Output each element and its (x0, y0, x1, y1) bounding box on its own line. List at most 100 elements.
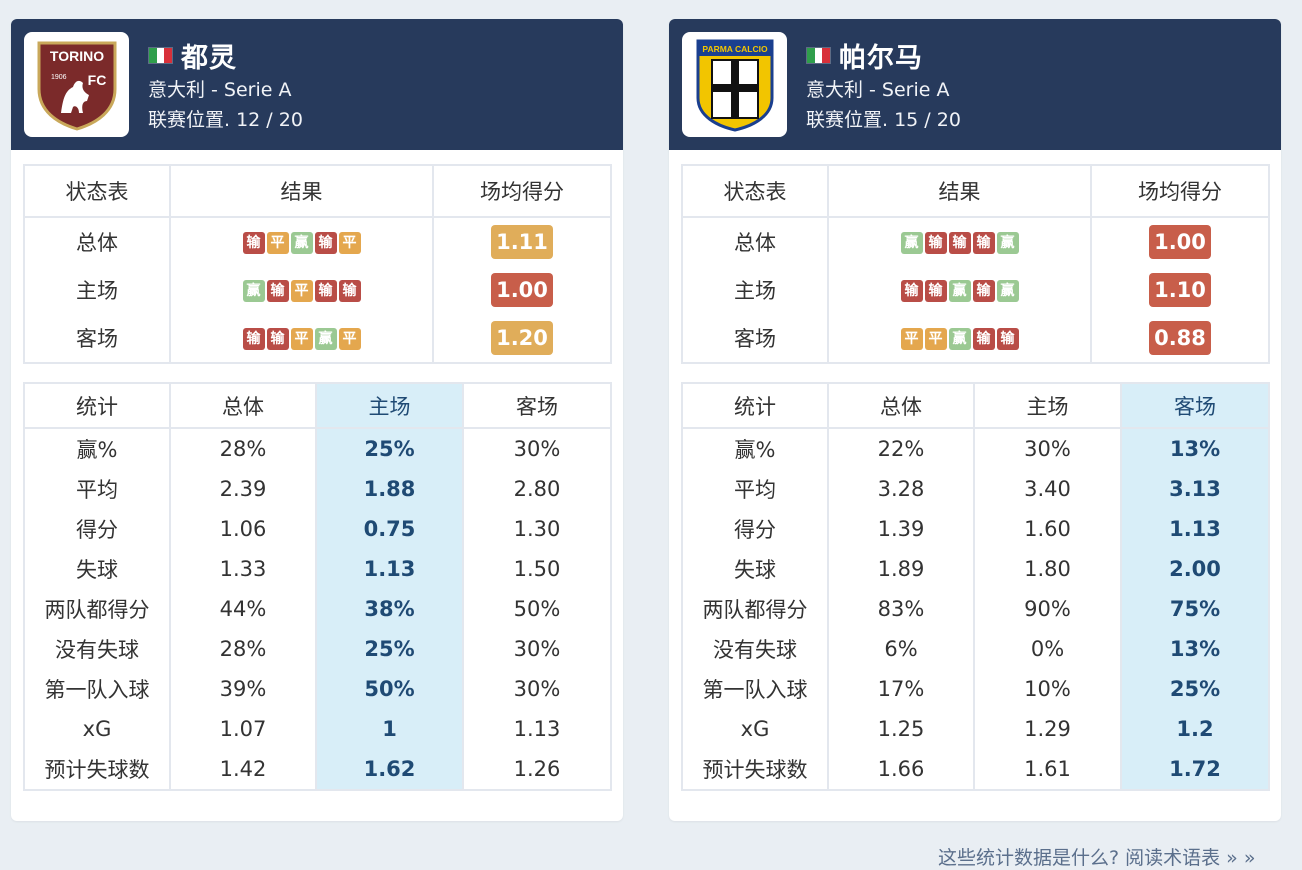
stat-overall-value: 1.39 (827, 509, 975, 549)
result-badge[interactable]: 输 (242, 232, 265, 254)
team-header: TORINO FC 1906 都灵 意大利 - Serie A 联赛位置. 12… (11, 19, 623, 150)
stat-overall-value: 44% (169, 589, 317, 629)
italy-flag-icon (806, 46, 831, 64)
stats-row: 平均 2.39 1.88 2.80 (23, 469, 612, 509)
stats-table: 统计 总体 主场 客场 赢% 22% 30% 13% 平均 3.28 3.40 3.13 得分 1… (681, 382, 1270, 791)
result-badge[interactable]: 赢 (948, 328, 971, 350)
result-badge[interactable]: 平 (290, 280, 313, 302)
stats-row: 赢% 28% 25% 30% (23, 428, 612, 469)
stat-overall-value: 3.28 (827, 469, 975, 509)
ppg-badge: 1.00 (491, 273, 553, 307)
stat-away-value: 30% (462, 629, 612, 669)
result-badge[interactable]: 输 (924, 280, 947, 302)
stat-home-value: 1.61 (973, 749, 1122, 791)
stats-row: 没有失球 28% 25% 30% (23, 629, 612, 669)
stat-overall-value: 2.39 (169, 469, 317, 509)
result-badge[interactable]: 赢 (948, 280, 971, 302)
result-badge[interactable]: 输 (266, 280, 289, 302)
result-badge[interactable]: 输 (266, 328, 289, 350)
result-badge[interactable]: 输 (314, 232, 337, 254)
result-badge[interactable]: 输 (972, 328, 995, 350)
form-row: 客场 平平赢输输 0.88 (681, 314, 1270, 364)
result-badge[interactable]: 平 (266, 232, 289, 254)
stats-row-label: 没有失球 (23, 629, 171, 669)
result-badge[interactable]: 输 (338, 280, 361, 302)
stats-header-away: 客场 (462, 382, 612, 429)
stat-away-value: 2.00 (1120, 549, 1270, 589)
form-header-ppg: 场均得分 (432, 164, 612, 218)
form-row-label: 客场 (23, 314, 171, 364)
stat-home-value: 1.62 (315, 749, 464, 791)
result-badges: 输输赢输赢 (900, 280, 1019, 302)
stats-row-label: 第一队入球 (23, 669, 171, 709)
team-league[interactable]: 意大利 - Serie A (806, 79, 950, 101)
stats-row: 失球 1.33 1.13 1.50 (23, 549, 612, 589)
italy-flag-icon (148, 46, 173, 64)
form-row: 客场 输输平赢平 1.20 (23, 314, 612, 364)
result-badge[interactable]: 赢 (290, 232, 313, 254)
stat-home-value: 1.29 (973, 709, 1122, 749)
stat-away-value: 3.13 (1120, 469, 1270, 509)
form-row-label: 总体 (23, 217, 171, 266)
result-badges: 输输平赢平 (242, 328, 361, 350)
result-badge[interactable]: 输 (972, 232, 995, 254)
team-name[interactable]: 帕尔马 (839, 42, 923, 74)
stat-overall-value: 1.33 (169, 549, 317, 589)
stats-row-label: 赢% (23, 428, 171, 469)
stat-away-value: 13% (1120, 629, 1270, 669)
result-badge[interactable]: 赢 (314, 328, 337, 350)
stat-home-value: 25% (315, 629, 464, 669)
stats-row: 第一队入球 17% 10% 25% (681, 669, 1270, 709)
team-name[interactable]: 都灵 (181, 42, 237, 74)
stat-away-value: 30% (462, 669, 612, 709)
result-badge[interactable]: 输 (972, 280, 995, 302)
stat-home-value: 0.75 (315, 509, 464, 549)
stat-home-value: 30% (973, 428, 1122, 469)
stat-away-value: 1.2 (1120, 709, 1270, 749)
result-badge[interactable]: 输 (242, 328, 265, 350)
stats-header-home: 主场 (973, 382, 1122, 429)
form-row-label: 客场 (681, 314, 829, 364)
result-badge[interactable]: 输 (924, 232, 947, 254)
result-badge[interactable]: 平 (338, 232, 361, 254)
result-badge[interactable]: 输 (314, 280, 337, 302)
team-league[interactable]: 意大利 - Serie A (148, 79, 292, 101)
stat-overall-value: 6% (827, 629, 975, 669)
stats-row-label: 两队都得分 (681, 589, 829, 629)
result-badge[interactable]: 输 (900, 280, 923, 302)
stat-away-value: 1.50 (462, 549, 612, 589)
stat-away-value: 30% (462, 428, 612, 469)
form-header-label: 状态表 (23, 164, 171, 218)
stat-home-value: 25% (315, 428, 464, 469)
stats-table: 统计 总体 主场 客场 赢% 28% 25% 30% 平均 2.39 1.88 2.80 得分 1… (23, 382, 612, 791)
team-card-torino: TORINO FC 1906 都灵 意大利 - Serie A 联赛位置. 12… (11, 19, 623, 821)
result-badge[interactable]: 赢 (900, 232, 923, 254)
result-badge[interactable]: 平 (290, 328, 313, 350)
glossary-link[interactable]: 这些统计数据是什么? 阅读术语表 » » (938, 847, 1256, 869)
form-header-ppg: 场均得分 (1090, 164, 1270, 218)
form-table: 状态表 结果 场均得分 总体 输平赢输平 1.11 主场 赢输平输输 1.00 … (23, 164, 612, 364)
form-header-results: 结果 (169, 164, 434, 218)
result-badge[interactable]: 平 (900, 328, 923, 350)
result-badge[interactable]: 输 (948, 232, 971, 254)
ppg-badge: 1.11 (491, 225, 553, 259)
form-row-label: 主场 (681, 266, 829, 314)
stats-row-label: 预计失球数 (23, 749, 171, 791)
stats-row-label: 没有失球 (681, 629, 829, 669)
result-badge[interactable]: 赢 (996, 232, 1019, 254)
result-badge[interactable]: 赢 (242, 280, 265, 302)
ppg-badge: 1.00 (1149, 225, 1211, 259)
svg-text:FC: FC (87, 72, 106, 88)
stats-row-label: 两队都得分 (23, 589, 171, 629)
team-logo[interactable]: PARMA CALCIO (682, 32, 787, 137)
result-badge[interactable]: 平 (924, 328, 947, 350)
result-badge[interactable]: 赢 (996, 280, 1019, 302)
stat-home-value: 1 (315, 709, 464, 749)
team-logo[interactable]: TORINO FC 1906 (24, 32, 129, 137)
team-league-position: 联赛位置. 12 / 20 (148, 109, 303, 131)
stats-row: 两队都得分 44% 38% 50% (23, 589, 612, 629)
form-row-label: 主场 (23, 266, 171, 314)
result-badge[interactable]: 平 (338, 328, 361, 350)
result-badge[interactable]: 输 (996, 328, 1019, 350)
stats-row-label: 平均 (681, 469, 829, 509)
